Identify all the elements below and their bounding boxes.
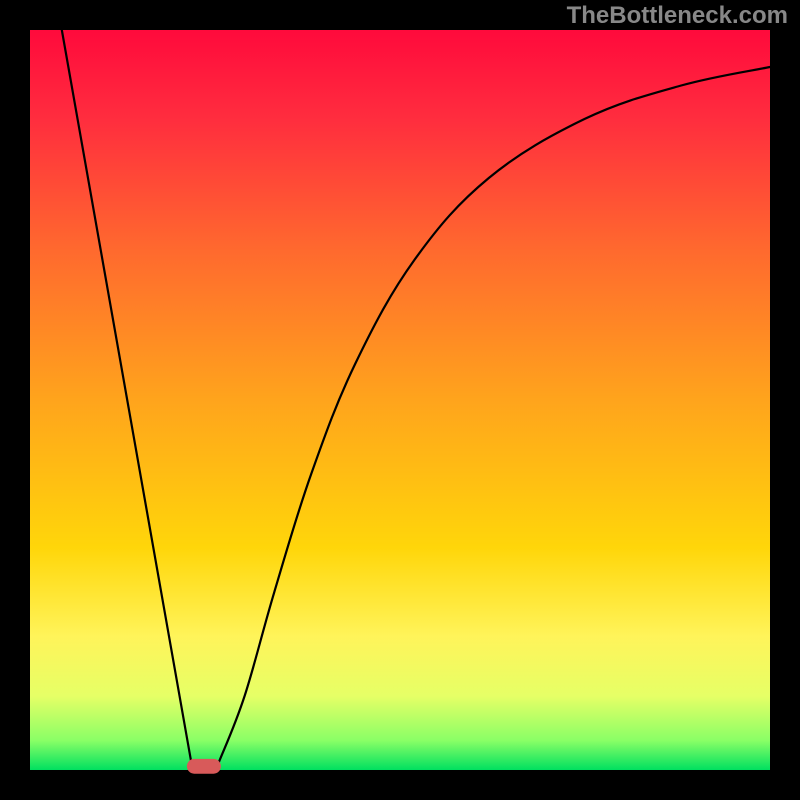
chart-container: TheBottleneck.com <box>0 0 800 800</box>
plot-area <box>30 30 770 770</box>
watermark-text: TheBottleneck.com <box>567 2 788 30</box>
valley-marker <box>187 759 221 774</box>
chart-svg <box>0 0 800 800</box>
